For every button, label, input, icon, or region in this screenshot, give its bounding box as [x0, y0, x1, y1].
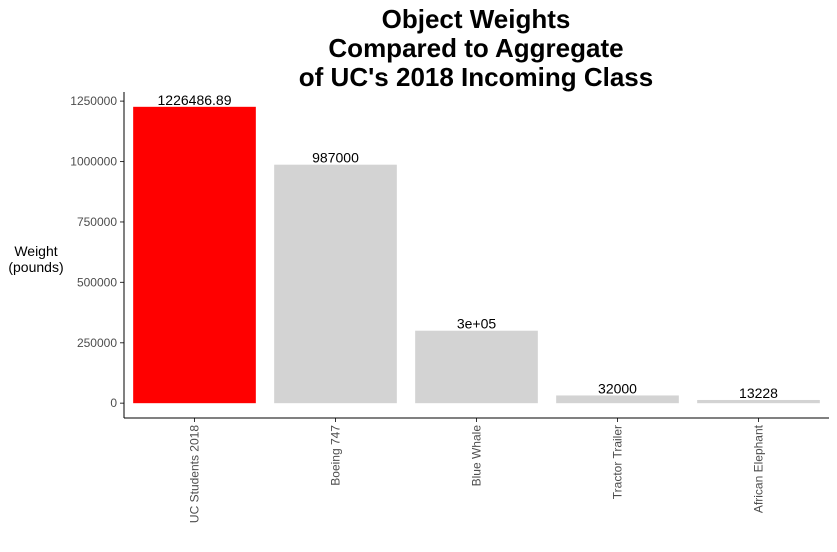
- y-tick-label-1: 250000: [77, 336, 117, 350]
- y-tick-label-4: 1000000: [70, 155, 117, 169]
- x-tick-label-4: African Elephant: [752, 424, 766, 513]
- x-tick-label-1: Boeing 747: [329, 425, 343, 486]
- x-tick-label-0: UC Students 2018: [188, 425, 202, 523]
- chart-title-line-2: Compared to Aggregate: [328, 33, 623, 63]
- y-tick-label-3: 750000: [77, 215, 117, 229]
- bar-1: [274, 164, 397, 404]
- data-label-3: 32000: [598, 380, 637, 396]
- chart-title: Object Weights Compared to Aggregate of …: [299, 4, 653, 92]
- data-label-4: 13228: [739, 385, 778, 401]
- y-tick-label-5: 1250000: [70, 94, 117, 108]
- chart-title-line-1: Object Weights: [382, 4, 571, 34]
- data-labels-layer: 1226486.89 987000 3e+05 32000 13228: [158, 92, 779, 401]
- y-axis-title-line-2: (pounds): [8, 259, 63, 275]
- data-label-0: 1226486.89: [158, 92, 232, 108]
- y-axis: 0 250000 500000 750000 1000000 1250000: [70, 92, 125, 418]
- y-tick-label-2: 500000: [77, 275, 117, 289]
- bar-4: [697, 399, 820, 404]
- bar-3: [556, 395, 679, 404]
- data-label-1: 987000: [312, 150, 359, 166]
- x-axis: UC Students 2018 Boeing 747 Blue Whale Trac…: [124, 417, 829, 523]
- bars-layer: [133, 106, 820, 404]
- y-axis-title: Weight (pounds): [8, 243, 63, 275]
- chart-title-line-3: of UC's 2018 Incoming Class: [299, 62, 653, 92]
- x-tick-label-3: Tractor Trailer: [611, 425, 625, 499]
- bar-2: [415, 330, 538, 404]
- y-axis-title-line-1: Weight: [14, 243, 57, 259]
- bar-0: [133, 106, 256, 404]
- y-tick-label-0: 0: [110, 396, 117, 410]
- x-tick-label-2: Blue Whale: [470, 425, 484, 487]
- data-label-2: 3e+05: [457, 316, 497, 332]
